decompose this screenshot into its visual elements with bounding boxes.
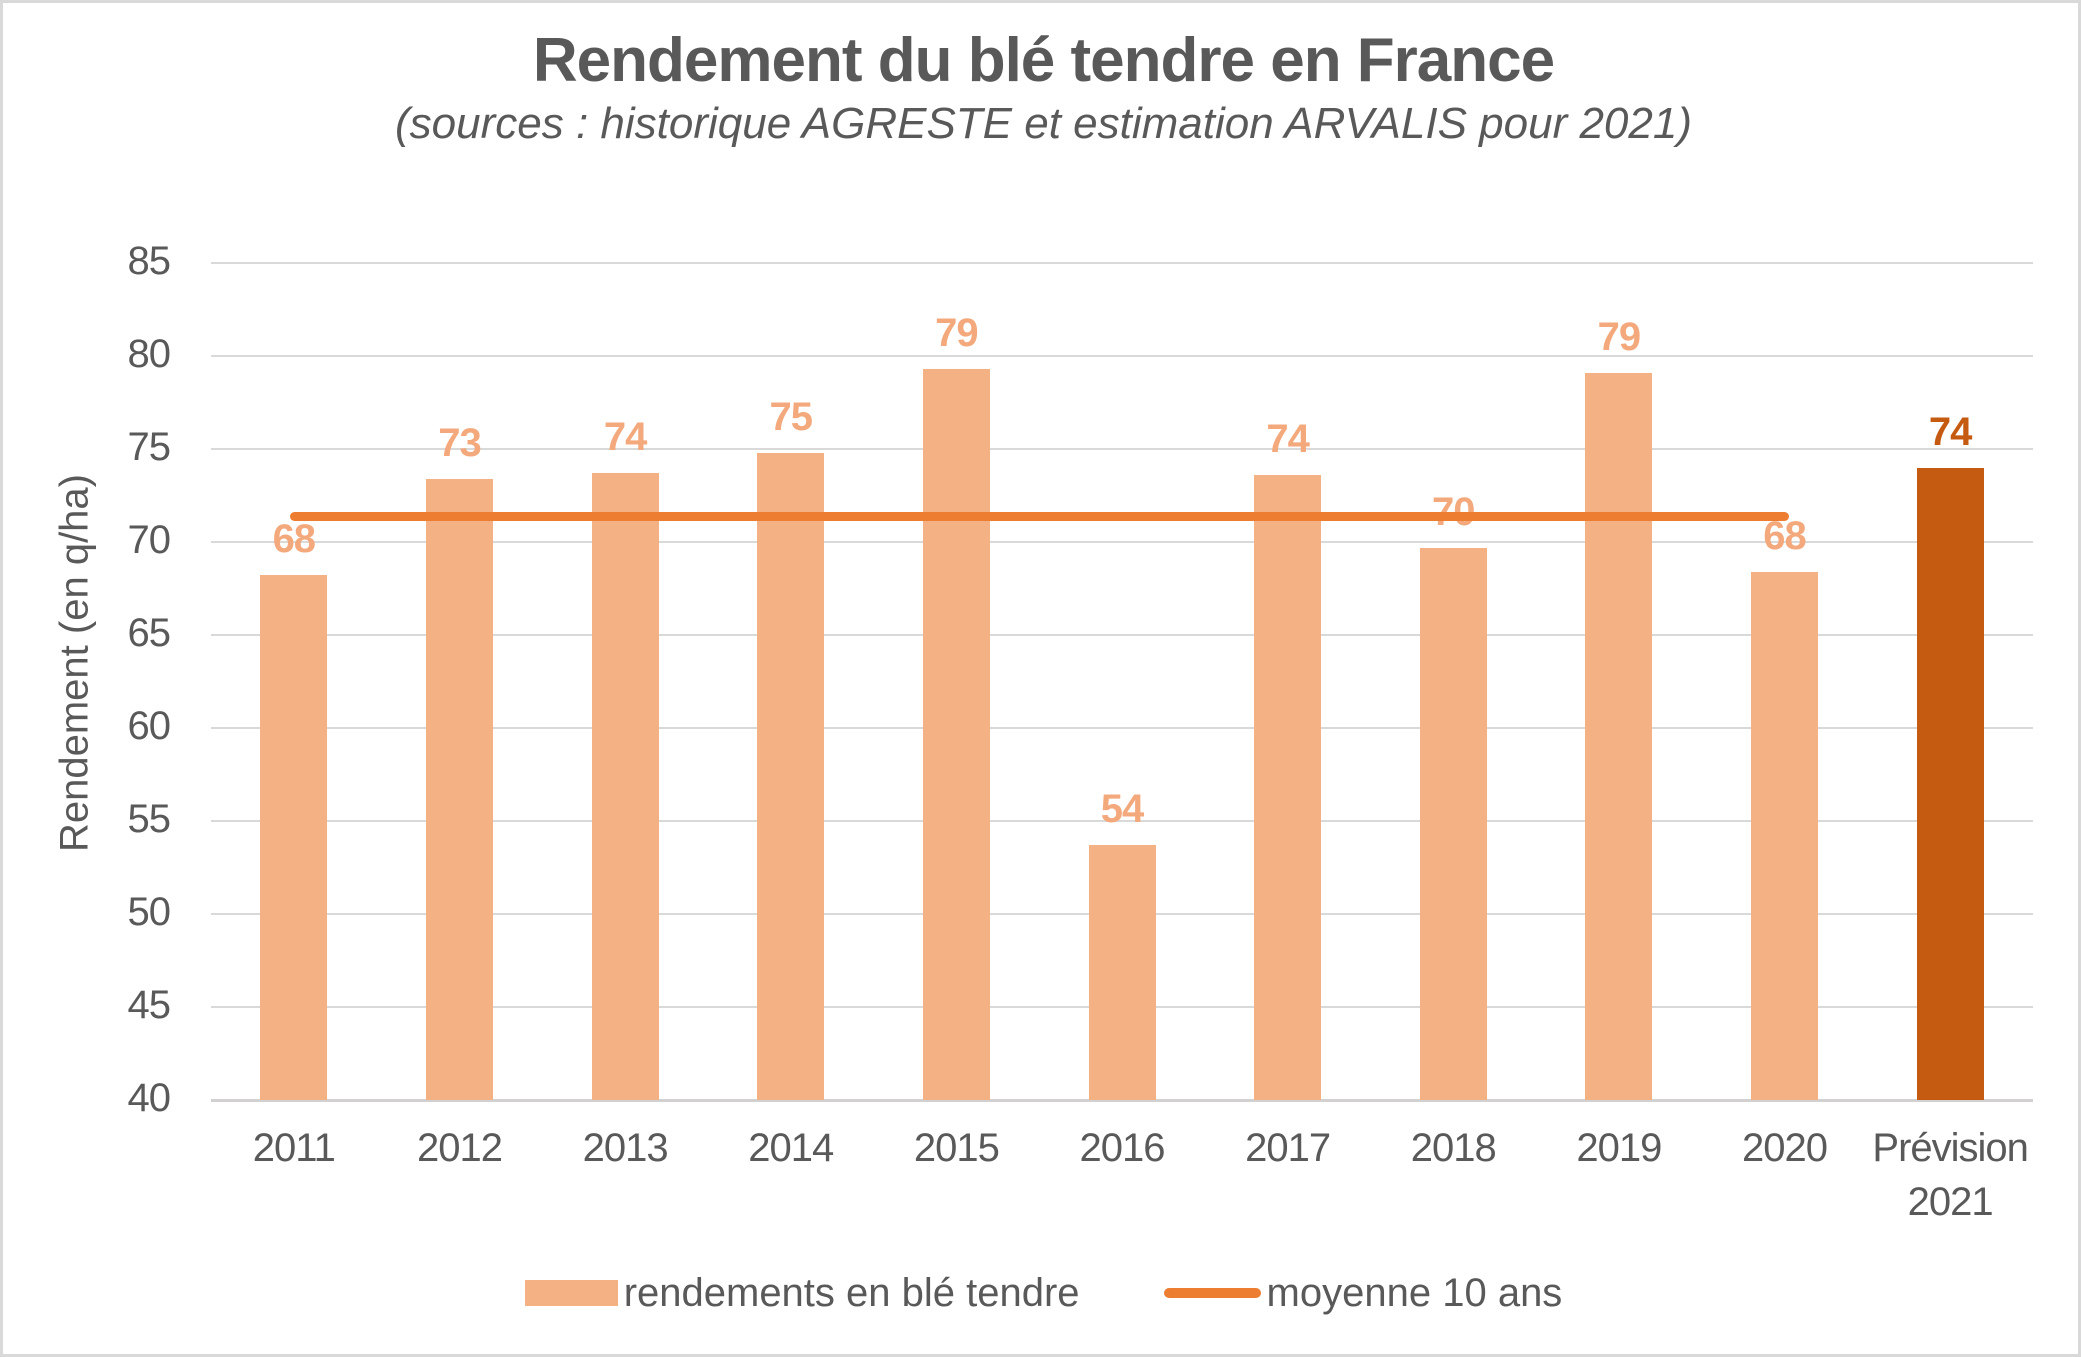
legend-label-bars: rendements en blé tendre (623, 1270, 1080, 1315)
bar-2019 (1585, 372, 1653, 1100)
legend: rendements en blé tendre moyenne 10 ans (3, 1265, 2078, 1321)
bar-2018 (1419, 547, 1487, 1100)
gridline-60 (211, 727, 2033, 729)
y-tick-65: 65 (127, 611, 172, 655)
chart-title: Rendement du blé tendre en France (532, 26, 1555, 95)
x-label-2017: 2017 (1245, 1126, 1331, 1170)
x-label-2014: 2014 (748, 1126, 834, 1170)
y-tick-75: 75 (127, 425, 172, 469)
bar-2020 (1751, 571, 1819, 1100)
x-label-2020: 2020 (1742, 1126, 1828, 1170)
y-tick-80: 80 (127, 332, 172, 376)
chart-subtitle: (sources : historique AGRESTE et estimat… (395, 99, 1692, 148)
x-label-2012: 2012 (416, 1126, 503, 1170)
y-tick-85: 85 (127, 239, 172, 283)
bar-Prévision-2021 (1916, 467, 1984, 1100)
gridline-85 (211, 262, 2033, 264)
bar-label-2015: 79 (935, 311, 979, 356)
gridline-55 (211, 820, 2033, 822)
bar-label-2016: 54 (1100, 787, 1145, 832)
plot-area: 85 80 75 70 65 60 55 50 45 40 68 2011 73 2012 74 2013 75… (3, 3, 2078, 1354)
bar-label-2019: 79 (1597, 314, 1642, 359)
average-line-swatch-icon (1163, 1288, 1261, 1298)
y-tick-70: 70 (127, 518, 172, 562)
bar-label-2017: 74 (1266, 417, 1310, 462)
y-tick-50: 50 (127, 890, 172, 934)
average-line (289, 511, 1789, 521)
y-tick-45: 45 (127, 983, 172, 1027)
x-label-2018: 2018 (1410, 1126, 1497, 1170)
legend-item-bars: rendements en blé tendre (524, 1270, 1080, 1316)
bar-2017 (1254, 475, 1322, 1100)
gridline-65 (211, 634, 2033, 636)
y-tick-60: 60 (127, 704, 172, 748)
gridline-70 (211, 541, 2033, 543)
gridline-75 (211, 448, 2033, 450)
x-label-Prévision-2021: Prévision 2021 (1872, 1126, 2029, 1224)
bar-2011 (260, 575, 328, 1100)
bar-label-2020: 68 (1763, 513, 1807, 558)
bar-label-2018: 70 (1383, 490, 1523, 535)
bar-label-2013: 74 (603, 415, 648, 460)
bar-label-2011: 68 (272, 517, 317, 562)
x-label-2016: 2016 (1079, 1126, 1166, 1170)
bar-2016 (1088, 845, 1156, 1100)
x-label-2015: 2015 (913, 1126, 1000, 1170)
y-tick-55: 55 (127, 797, 172, 841)
bar-2012 (425, 478, 493, 1100)
bar-2013 (591, 473, 659, 1100)
x-label-2019: 2019 (1576, 1126, 1662, 1170)
legend-label-average: moyenne 10 ans (1266, 1270, 1563, 1315)
x-label-2013: 2013 (582, 1126, 669, 1170)
y-tick-40: 40 (127, 1076, 172, 1120)
bar-2014 (757, 452, 825, 1100)
bar-2015 (922, 369, 990, 1100)
x-label-2011: 2011 (252, 1126, 336, 1170)
bar-label-Prévision-2021: 74 (1928, 409, 1973, 454)
gridline-80 (211, 355, 2033, 357)
bar-label-2014: 75 (769, 394, 813, 439)
x-axis-line (211, 1099, 2033, 1102)
legend-item-average: moyenne 10 ans (1163, 1270, 1563, 1316)
bar-label-2012: 73 (438, 420, 482, 465)
bar-series-swatch-icon (524, 1280, 618, 1306)
